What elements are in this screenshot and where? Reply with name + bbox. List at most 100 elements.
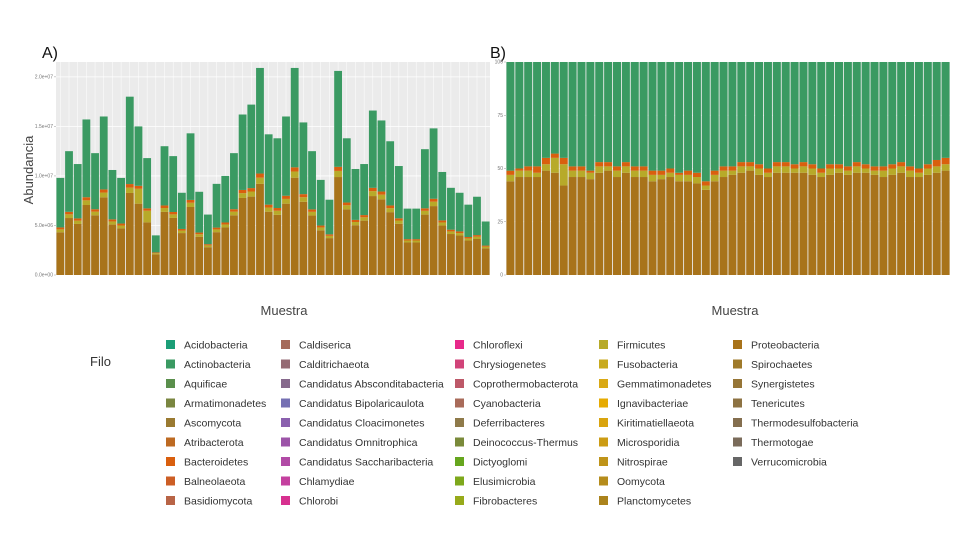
legend-swatch — [455, 418, 464, 427]
panel-a-bar-segment — [273, 210, 282, 215]
panel-a-y-tick-label: 1.0e+07 — [35, 174, 53, 180]
panel-a-bar-segment — [325, 235, 334, 239]
panel-a-bar-segment — [447, 229, 455, 232]
panel-a-bar-segment — [160, 205, 169, 209]
legend-swatch — [281, 398, 290, 408]
panel-a-bar-segment — [386, 212, 395, 275]
panel-b-y-tick-label: 50 — [497, 166, 503, 172]
panel-b-bar-segment — [906, 166, 915, 171]
legend-swatch — [281, 457, 290, 466]
panel-a-bar-segment — [412, 242, 421, 275]
panel-b-bar-segment — [613, 177, 621, 275]
panel-a-bar-segment — [212, 232, 221, 275]
legend-item-label: Chrysiogenetes — [473, 359, 546, 371]
panel-a-bar-segment — [117, 225, 126, 229]
panel-b-bar-segment — [772, 62, 781, 163]
panel-b-bars — [506, 62, 950, 275]
legend-swatch — [455, 476, 464, 486]
panel-b-bar-segment — [524, 62, 533, 167]
panel-a-bar-segment — [134, 126, 143, 186]
panel-a-bar-segment — [203, 247, 212, 275]
panel-b-bar-segment — [604, 170, 613, 275]
panel-a-bar-segment — [403, 242, 412, 275]
panel-a-bar-segment — [247, 196, 256, 275]
legend-item-label: Tenericutes — [751, 398, 805, 410]
panel-a-bar-segment — [99, 116, 108, 190]
panel-a-bar-segment — [386, 205, 395, 209]
legend-swatch — [599, 379, 608, 388]
legend-swatch — [166, 496, 175, 505]
panel-b-bar-segment — [781, 172, 790, 275]
legend-swatch — [733, 359, 742, 369]
panel-b-bar-segment — [604, 166, 613, 171]
panel-b-bar-segment — [923, 174, 932, 275]
panel-b-bar-segment — [808, 62, 817, 165]
panel-b-bar-segment — [630, 170, 639, 178]
panel-b-bar-segment — [506, 181, 515, 275]
legend-swatch — [166, 457, 175, 466]
panel-a-bar-segment — [481, 245, 490, 247]
panel-b-bar-segment — [586, 62, 595, 171]
panel-b-bar-segment — [906, 62, 915, 167]
panel-b-bar-segment — [621, 172, 630, 275]
panel-a-bar-segment — [247, 191, 256, 197]
panel-a-bar-segment — [290, 167, 299, 172]
panel-a-bar-segment — [82, 119, 91, 198]
panel-b-bar-segment — [888, 164, 897, 169]
panel-a-bar-segment — [282, 195, 290, 199]
legend-swatch — [599, 359, 608, 369]
panel-b-bar-segment — [559, 185, 568, 275]
legend-item-label: Cyanobacteria — [473, 398, 541, 410]
panel-a-bar-segment — [177, 230, 186, 234]
panel-b-bar-segment — [559, 157, 568, 165]
panel-b-bar-segment — [586, 170, 595, 173]
legend: Filo Acidobacteria Actinobacteria Aquifica… — [90, 340, 859, 508]
legend-item-label: Dictyoglomi — [473, 457, 527, 469]
panel-b-bar-segment — [888, 168, 897, 175]
panel-b-bar-segment — [604, 162, 613, 167]
panel-b-bar-segment — [755, 62, 764, 165]
panel-b-bar-segment — [541, 170, 550, 275]
panel-a-bar-segment — [134, 203, 143, 275]
panel-b-bar-segment — [692, 177, 701, 184]
panel-a-bar-segment — [342, 205, 351, 210]
panel-b-bar-segment — [808, 164, 817, 169]
panel-b-bar-segment — [541, 164, 550, 171]
legend-swatch — [166, 437, 175, 447]
panel-b-bar-segment — [550, 172, 559, 275]
panel-a-bar-segment — [394, 166, 403, 219]
panel-b-bar-segment — [657, 174, 666, 180]
panel-a-bar-segment — [299, 194, 308, 198]
panel-a-bar-segment — [412, 208, 421, 240]
panel-b-bar-segment — [728, 166, 737, 171]
panel-b-bar-segment — [568, 170, 577, 178]
panel-b-bar-segment — [799, 162, 808, 167]
panel-b-bar-segment — [719, 170, 728, 178]
panel-a-bar-segment — [186, 133, 195, 200]
panel-b-bar-segment — [932, 172, 941, 275]
panel-a-bar-segment — [386, 208, 395, 213]
panel-b-bar-segment — [595, 172, 604, 275]
panel-b-bar-segment — [586, 179, 595, 275]
panel-a-bar-segment — [247, 104, 256, 189]
panel-a-bar-segment — [91, 153, 99, 210]
panel-a-bar-segment — [186, 199, 195, 203]
panel-a-bar-segment — [351, 168, 360, 220]
panel-a-bar-segment — [334, 70, 343, 167]
panel-a-bar-segment — [212, 227, 221, 230]
panel-a-bar-segment — [73, 223, 82, 275]
panel-b-bar-segment — [515, 62, 524, 169]
panel-a-bar-segment — [91, 209, 99, 212]
panel-b-bar-segment — [852, 166, 861, 173]
panel-b-bar-segment — [852, 62, 861, 163]
legend-item-label: Synergistetes — [751, 379, 815, 391]
panel-b-bar-segment — [577, 170, 586, 178]
panel-a-bar-segment — [221, 224, 230, 228]
panel-b-bar-segment — [781, 166, 790, 173]
panel-b-bar-segment — [879, 62, 888, 167]
panel-b-bar-segment — [550, 157, 559, 173]
panel-a-bar-segment — [394, 220, 403, 224]
panel-b-bar-segment — [604, 62, 613, 163]
panel-b-bar-segment — [879, 177, 888, 275]
panel-a-bar-segment — [429, 201, 438, 207]
